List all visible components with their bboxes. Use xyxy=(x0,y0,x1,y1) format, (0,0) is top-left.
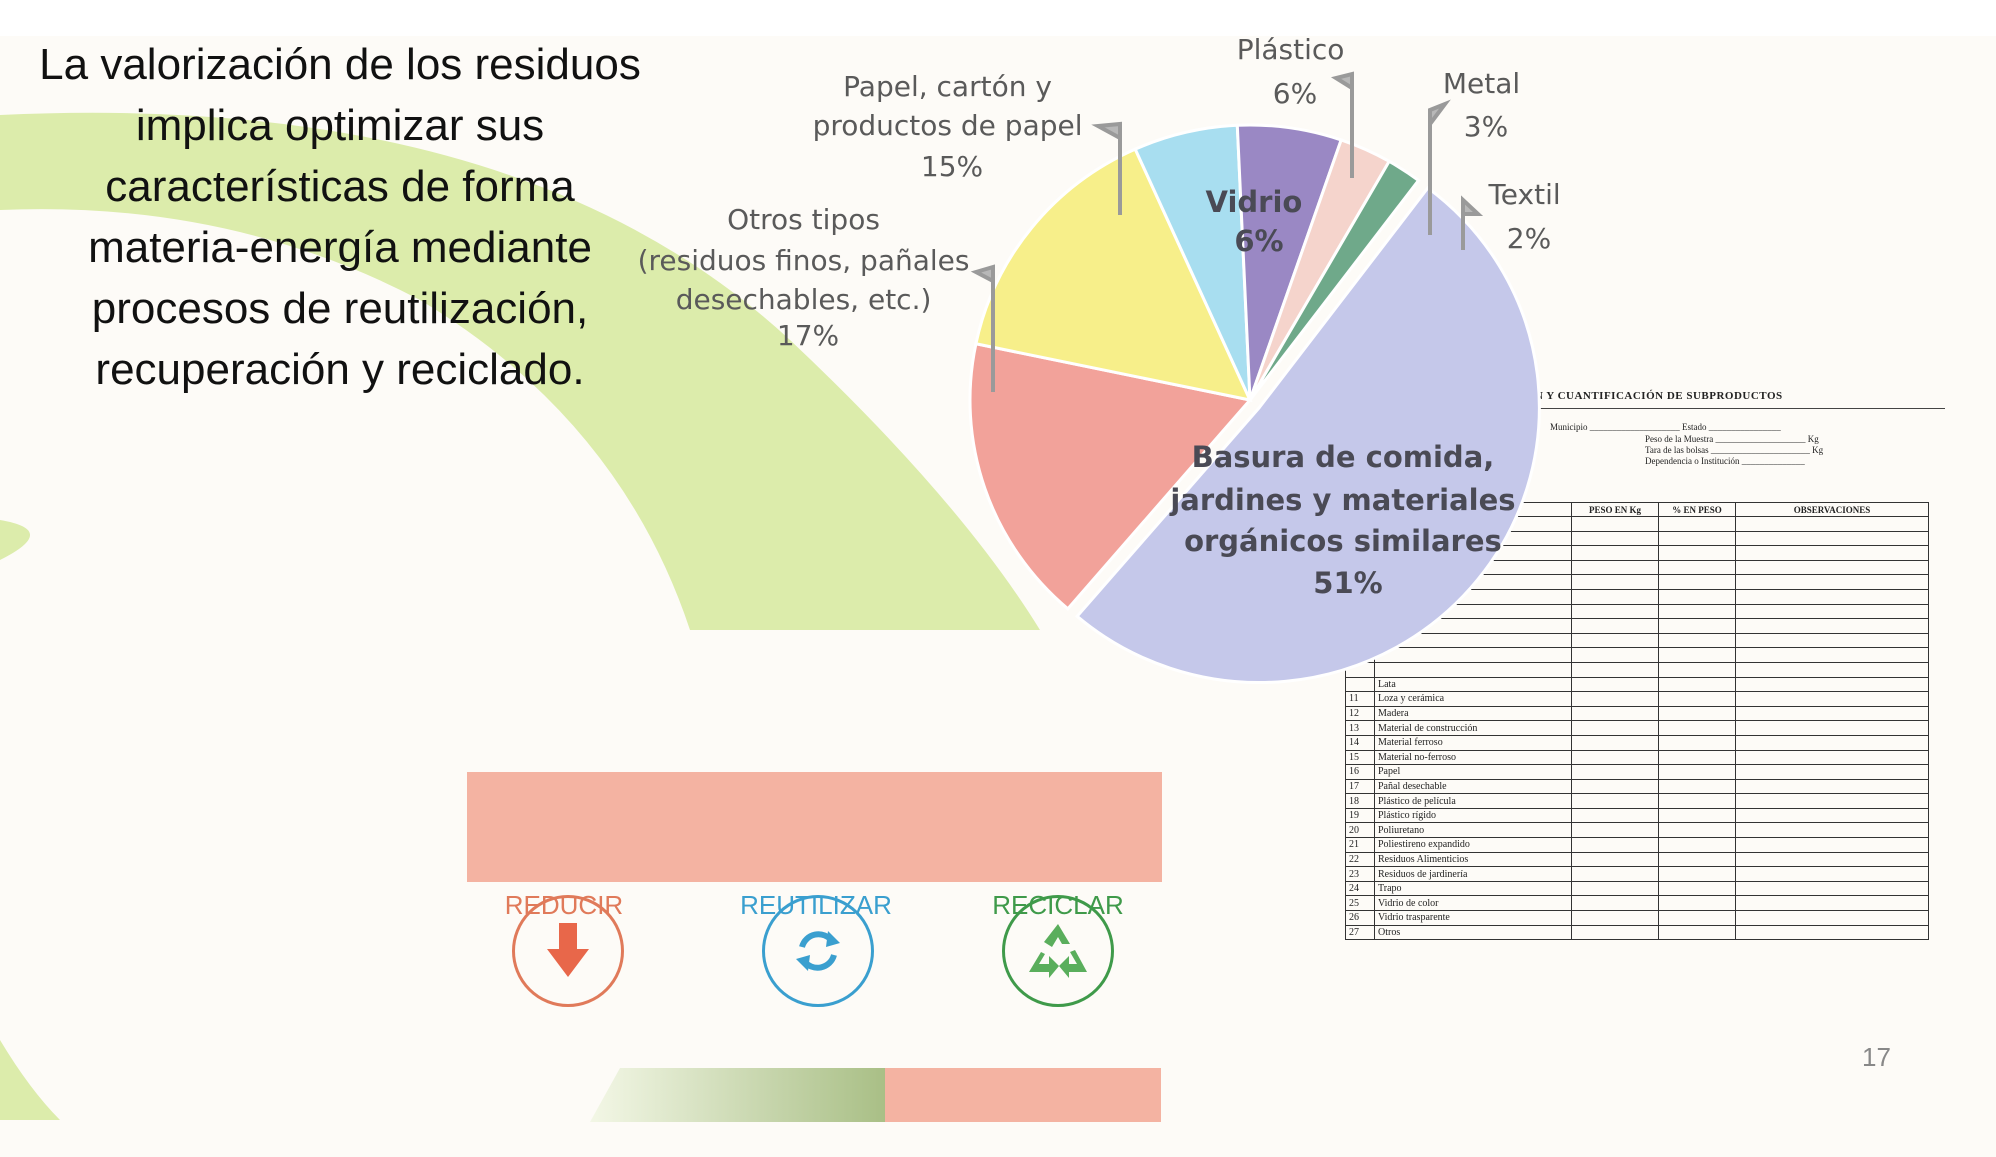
leader-flag-3 xyxy=(1461,195,1484,250)
leader-flag-1 xyxy=(1330,71,1354,178)
bottom-salmon-bar xyxy=(885,1068,1161,1122)
row-name: Otros xyxy=(1374,924,1572,941)
form-peso-muestra: Peso de la Muestra xyxy=(1645,434,1714,444)
label-metal: Metal 3% xyxy=(1443,67,1529,143)
form-title: N Y CUANTIFICACIÓN DE SUBPRODUCTOS xyxy=(1535,390,1783,402)
col-observaciones: OBSERVACIONES xyxy=(1735,502,1929,517)
form-municipio: Municipio xyxy=(1550,422,1588,432)
leader-flag-4 xyxy=(970,264,995,392)
cycle-arrows-icon xyxy=(796,931,840,971)
table-row: 15 Material no-ferroso xyxy=(1345,749,1929,766)
form-kg-1: Kg xyxy=(1807,434,1819,444)
green-corner xyxy=(0,1040,60,1120)
table-row: 21 Poliestireno expandido xyxy=(1345,837,1929,853)
title-rule xyxy=(1535,408,1945,409)
table-row: 20 Poliuretano xyxy=(1345,822,1929,839)
table-row: 19 Plástico rígido xyxy=(1345,807,1929,824)
main-statement: La valorización de los residuos implica … xyxy=(39,40,641,394)
recycle-icon xyxy=(1029,924,1087,978)
reducir-label: REDUCIR xyxy=(504,890,624,920)
table-row: 27 Otros xyxy=(1345,924,1929,941)
leader-flag-0 xyxy=(1091,121,1122,215)
form-kg-2: Kg xyxy=(1812,445,1824,455)
table-row: 11 Loza y cerámica xyxy=(1345,691,1929,707)
pie-slice-0 xyxy=(1075,185,1541,684)
label-papel: Papel, cartón y productos de papel 15% xyxy=(813,70,1092,183)
pie-slice-1 xyxy=(968,341,1253,611)
label-otros: Otros tipos (residuos finos, pañales des… xyxy=(638,203,979,352)
reutilizar-label: REUTILIZAR xyxy=(740,890,892,920)
bottom-green-bar xyxy=(590,1068,885,1122)
reducir-button[interactable] xyxy=(512,895,624,1007)
top-white-strip xyxy=(0,0,1996,36)
leader-flag-2 xyxy=(1428,99,1451,235)
form-dependencia: Dependencia o Institución xyxy=(1645,456,1740,466)
green-arc-band xyxy=(0,112,1040,630)
reciclar-button[interactable] xyxy=(1002,895,1114,1007)
row-cell xyxy=(1735,924,1929,941)
reciclar-label: RECICLAR xyxy=(992,890,1124,920)
table-row: Lata xyxy=(1345,676,1929,693)
form-estado: Estado xyxy=(1682,422,1707,432)
pie-leader-lines xyxy=(970,71,1484,392)
pie-slice-2 xyxy=(974,147,1253,403)
label-textil: Textil 2% xyxy=(1487,178,1569,255)
reutilizar-button[interactable] xyxy=(762,895,874,1007)
label-plastico: Plástico 6% xyxy=(1237,33,1354,110)
table-row: 24 Trapo xyxy=(1345,880,1929,897)
table-row: 22 Residuos Alimenticios xyxy=(1345,851,1929,868)
salmon-banner xyxy=(467,772,1162,882)
down-arrow-icon xyxy=(547,923,589,977)
label-vidrio: Vidrio 6% xyxy=(1206,185,1313,258)
pie-slice-6 xyxy=(1248,159,1421,401)
pie-slices xyxy=(968,123,1541,684)
form-tara: Tara de las bolsas xyxy=(1645,445,1709,455)
page-number: 17 xyxy=(1862,1042,1891,1072)
label-basura: Basura de comida, jardines y materiales … xyxy=(1169,440,1525,600)
